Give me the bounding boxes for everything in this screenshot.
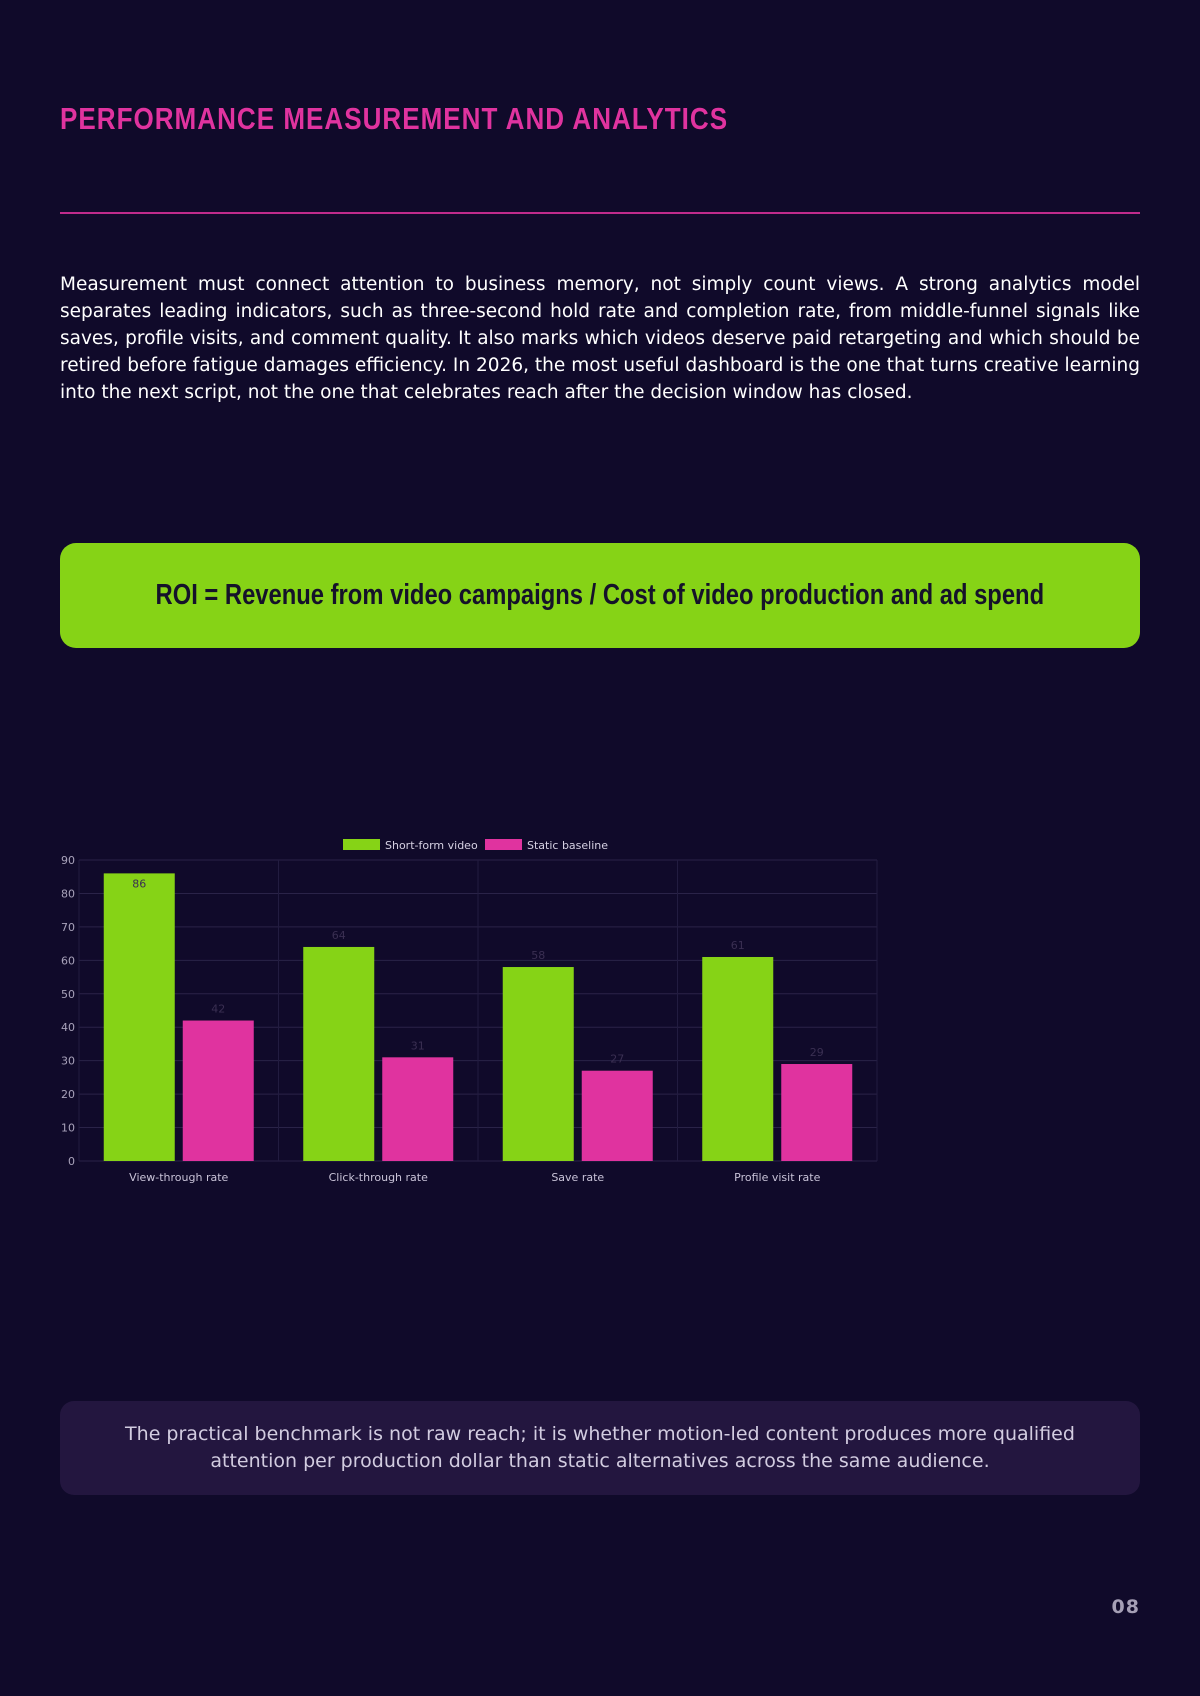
bar-short-form [303, 946, 375, 1161]
y-tick-label: 10 [61, 1122, 75, 1135]
y-tick-label: 40 [61, 1021, 75, 1034]
title-divider [60, 212, 1140, 214]
benchmark-note: The practical benchmark is not raw reach… [125, 1423, 1075, 1472]
data-label: 86 [132, 877, 146, 890]
legend-swatch [343, 839, 380, 850]
legend-label: Short-form video [385, 839, 478, 852]
bar-static [581, 1070, 653, 1161]
page-number: 08 [1111, 1596, 1140, 1618]
data-label: 58 [531, 949, 545, 962]
y-tick-label: 20 [61, 1088, 75, 1101]
benchmark-callout: The practical benchmark is not raw reach… [60, 1401, 1140, 1495]
roi-formula: ROI = Revenue from video campaigns / Cos… [155, 579, 1045, 611]
data-label: 27 [610, 1053, 624, 1066]
legend-swatch [485, 839, 522, 850]
y-tick-label: 60 [61, 954, 75, 967]
body-paragraph: Measurement must connect attention to bu… [60, 274, 1140, 403]
x-tick-label: Click-through rate [329, 1171, 428, 1184]
y-tick-label: 90 [61, 854, 75, 867]
data-label: 31 [411, 1039, 425, 1052]
y-tick-label: 70 [61, 921, 75, 934]
x-tick-label: Save rate [551, 1171, 604, 1184]
data-label: 64 [332, 929, 346, 942]
bar-short-form [502, 967, 574, 1161]
x-tick-label: View-through rate [129, 1171, 228, 1184]
bar-static [781, 1064, 853, 1161]
y-tick-label: 30 [61, 1055, 75, 1068]
bar-short-form [702, 956, 774, 1161]
y-tick-label: 50 [61, 988, 75, 1001]
x-tick-label: Profile visit rate [734, 1171, 820, 1184]
bar-static [382, 1057, 454, 1161]
bar-static [182, 1020, 254, 1161]
y-tick-label: 80 [61, 887, 75, 900]
page-title: PERFORMANCE MEASUREMENT AND ANALYTICS [60, 101, 729, 136]
data-label: 29 [810, 1046, 824, 1059]
bar-short-form [103, 873, 175, 1161]
data-label: 61 [731, 939, 745, 952]
bar-chart: 0 10 20 30 40 50 60 70 80 90 86 42 View-through rate… [61, 839, 878, 1184]
legend-label: Static baseline [527, 839, 608, 852]
formula-callout: ROI = Revenue from video campaigns / Cos… [60, 543, 1140, 648]
data-label: 42 [211, 1003, 225, 1016]
y-tick-label: 0 [68, 1155, 75, 1168]
